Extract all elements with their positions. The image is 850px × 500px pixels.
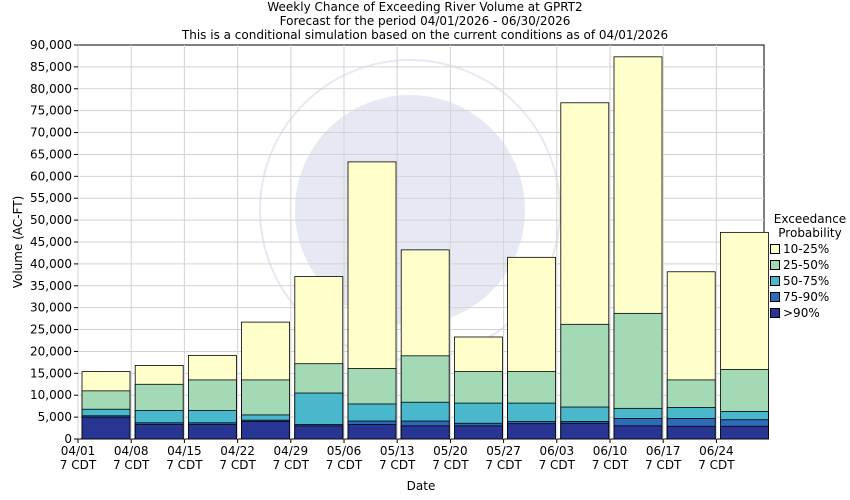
x-tick-sublabel: 7 CDT <box>645 458 682 472</box>
bar-segment <box>613 425 663 440</box>
x-tick-label: 06/03 <box>540 444 575 458</box>
x-tick-label: 06/17 <box>646 444 681 458</box>
bar-segment <box>134 424 184 440</box>
chart-note: This is a conditional simulation based o… <box>181 28 669 42</box>
legend-swatch <box>770 292 780 302</box>
legend-item: >90% <box>770 306 850 320</box>
bars <box>81 56 769 440</box>
x-tick-label: 04/08 <box>114 444 149 458</box>
x-axis-title: Date <box>407 479 436 493</box>
y-tick-label: 80,000 <box>30 82 72 96</box>
y-tick-label: 50,000 <box>30 213 72 227</box>
legend-item: 10-25% <box>770 242 850 256</box>
bar-segment <box>666 425 716 440</box>
bar-segment <box>400 425 450 440</box>
y-axis-title: Volume (AC-FT) <box>11 196 25 289</box>
legend-swatch <box>770 244 780 254</box>
bar-segment <box>453 425 503 440</box>
legend-label: 50-75% <box>783 274 830 288</box>
x-tick-label: 05/06 <box>327 444 362 458</box>
y-tick-label: 40,000 <box>30 257 72 271</box>
chart-title: Weekly Chance of Exceeding River Volume … <box>267 0 583 14</box>
y-tick-label: 15,000 <box>30 366 72 380</box>
x-tick-label: 04/22 <box>220 444 255 458</box>
x-tick-label: 06/24 <box>699 444 734 458</box>
x-tick-label: 06/10 <box>593 444 628 458</box>
bar-segment <box>347 424 397 440</box>
x-tick-label: 04/01 <box>61 444 96 458</box>
legend-label: 75-90% <box>783 290 830 304</box>
legend-swatch <box>770 308 780 318</box>
bar-segment <box>294 425 344 440</box>
legend-label: 10-25% <box>783 242 830 256</box>
y-tick-label: 70,000 <box>30 126 72 140</box>
x-tick-sublabel: 7 CDT <box>219 458 256 472</box>
x-tick-label: 05/27 <box>486 444 521 458</box>
legend-item: 50-75% <box>770 274 850 288</box>
bar-segment <box>720 425 769 440</box>
x-tick-sublabel: 7 CDT <box>485 458 522 472</box>
x-tick-sublabel: 7 CDT <box>60 458 97 472</box>
x-tick-sublabel: 7 CDT <box>113 458 150 472</box>
y-tick-label: 75,000 <box>30 104 72 118</box>
y-tick-label: 85,000 <box>30 60 72 74</box>
legend-title: Exceedance Probability <box>770 212 850 240</box>
legend-item: 25-50% <box>770 258 850 272</box>
x-tick-sublabel: 7 CDT <box>379 458 416 472</box>
y-axis-ticks: 0 5,000 10,000 15,000 20,000 25,000 30,000 35,0… <box>30 38 78 446</box>
chart-titles: Weekly Chance of Exceeding River Volume … <box>0 0 850 42</box>
x-tick-label: 05/13 <box>380 444 415 458</box>
y-tick-label: 45,000 <box>30 235 72 249</box>
legend-label: >90% <box>783 306 820 320</box>
x-tick-label: 04/15 <box>167 444 202 458</box>
y-tick-label: 5,000 <box>38 410 72 424</box>
y-tick-label: 65,000 <box>30 147 72 161</box>
x-tick-sublabel: 7 CDT <box>432 458 469 472</box>
y-tick-label: 0 <box>64 432 72 446</box>
legend-swatch <box>770 276 780 286</box>
legend-title-line: Probability <box>778 226 842 240</box>
chart-subtitle: Forecast for the period 04/01/2026 - 06/… <box>279 14 571 28</box>
y-tick-label: 60,000 <box>30 169 72 183</box>
legend-item: 75-90% <box>770 290 850 304</box>
y-tick-label: 55,000 <box>30 191 72 205</box>
y-tick-label: 10,000 <box>30 388 72 402</box>
y-tick-label: 20,000 <box>30 344 72 358</box>
x-tick-sublabel: 7 CDT <box>698 458 735 472</box>
y-tick-label: 90,000 <box>30 38 72 52</box>
bar-segment <box>560 422 610 440</box>
bar-segment <box>507 423 557 440</box>
bar-segment <box>81 416 131 440</box>
legend-items: 10-25% 25-50% 50-75% 75-90% >90% <box>770 242 850 320</box>
x-tick-sublabel: 7 CDT <box>326 458 363 472</box>
bar-segment <box>187 424 237 440</box>
y-tick-label: 35,000 <box>30 279 72 293</box>
x-tick-sublabel: 7 CDT <box>539 458 576 472</box>
x-tick-sublabel: 7 CDT <box>592 458 629 472</box>
x-tick-label: 05/20 <box>433 444 468 458</box>
x-tick-label: 04/29 <box>274 444 309 458</box>
legend-label: 25-50% <box>783 258 830 272</box>
x-tick-sublabel: 7 CDT <box>273 458 310 472</box>
bar-segment <box>241 421 291 440</box>
y-tick-label: 30,000 <box>30 301 72 315</box>
x-tick-sublabel: 7 CDT <box>166 458 203 472</box>
legend-swatch <box>770 260 780 270</box>
legend-title-line: Exceedance <box>773 212 847 226</box>
legend: Exceedance Probability 10-25% 25-50% 50-75… <box>770 212 850 320</box>
y-tick-label: 25,000 <box>30 323 72 337</box>
